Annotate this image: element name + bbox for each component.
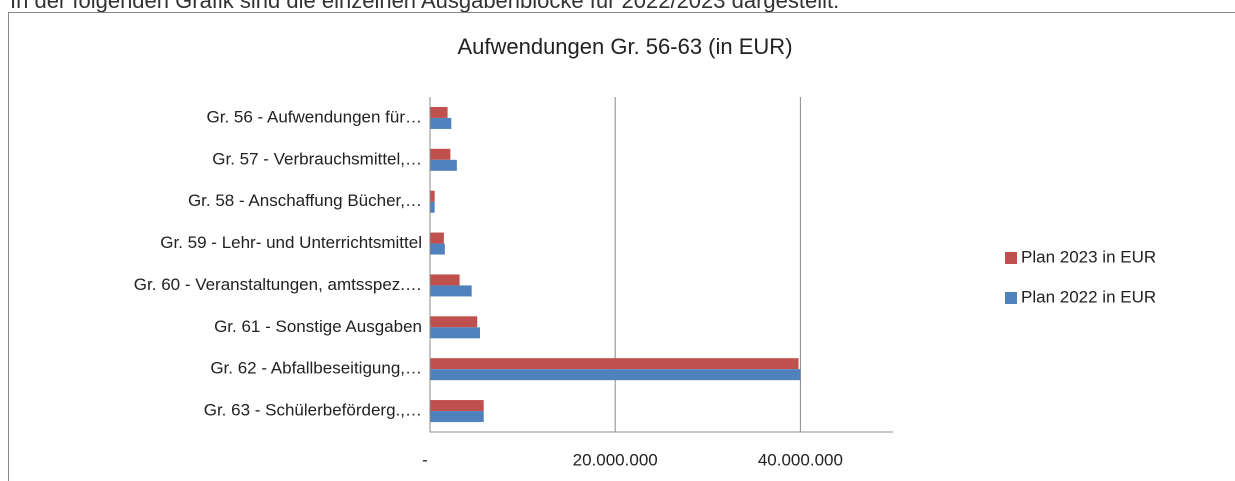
x-tick-label: - [422, 450, 428, 469]
y-tick-label: Gr. 60 - Veranstaltungen, amtsspez.… [134, 275, 422, 294]
bar [430, 201, 435, 213]
bar [430, 327, 481, 339]
intro-text: In der folgenden Grafik sind die einzeln… [10, 0, 839, 13]
bar [430, 316, 478, 328]
y-tick-label: Gr. 56 - Aufwendungen für… [207, 107, 422, 126]
bar [430, 358, 799, 370]
legend-label: Plan 2023 in EUR [1021, 247, 1156, 266]
y-tick-label: Gr. 57 - Verbrauchsmittel,… [212, 149, 422, 168]
y-tick-label: Gr. 62 - Abfallbeseitigung,… [210, 359, 422, 378]
legend-label: Plan 2022 in EUR [1021, 287, 1156, 306]
bar [430, 274, 460, 286]
x-tick-label: 40.000.000 [758, 450, 843, 469]
bar [430, 243, 445, 255]
y-tick-label: Gr. 63 - Schülerbeförderg.,… [204, 401, 422, 420]
bar [430, 400, 484, 412]
bar [430, 411, 484, 423]
y-tick-label: Gr. 58 - Anschaffung Bücher,… [188, 191, 422, 210]
y-tick-label: Gr. 59 - Lehr- und Unterrichtsmittel [160, 233, 422, 252]
bar [430, 190, 435, 202]
bar [430, 106, 448, 118]
bar [430, 148, 451, 160]
y-tick-label: Gr. 61 - Sonstige Ausgaben [214, 317, 422, 336]
bar [430, 232, 444, 244]
bar [430, 285, 472, 297]
legend-swatch [1005, 252, 1017, 264]
legend-swatch [1005, 292, 1017, 304]
chart-border [8, 12, 1235, 481]
bar [430, 159, 457, 171]
chart-title: Aufwendungen Gr. 56-63 (in EUR) [457, 34, 792, 59]
bar [430, 369, 801, 381]
bar [430, 117, 452, 129]
x-tick-label: 20.000.000 [573, 450, 658, 469]
